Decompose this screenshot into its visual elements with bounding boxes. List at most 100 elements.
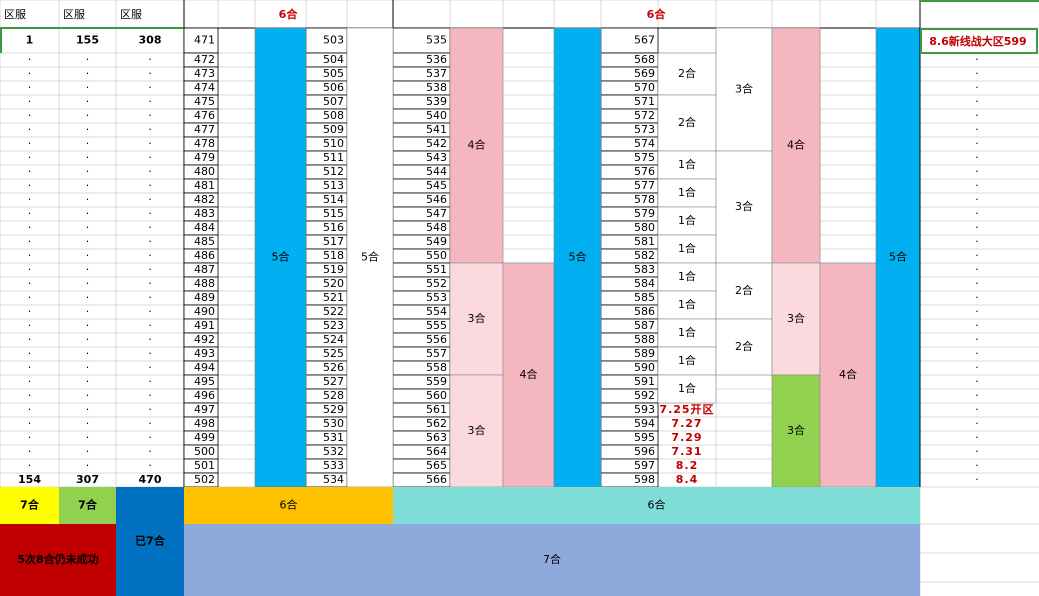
first-row-cell: 1 — [26, 34, 34, 47]
dot: . — [975, 316, 979, 329]
merged-cell — [771, 27, 821, 264]
dot: . — [86, 442, 90, 455]
dot: . — [28, 176, 32, 189]
number-text: 590 — [634, 361, 655, 374]
dot: . — [975, 78, 979, 91]
merged-cell — [715, 262, 773, 320]
dot: . — [86, 386, 90, 399]
number-text: 524 — [323, 333, 344, 346]
number-text: 511 — [323, 151, 344, 164]
number-text: 474 — [194, 81, 215, 94]
number-text: 582 — [634, 249, 655, 262]
number-text: 492 — [194, 333, 215, 346]
merged-cell — [502, 262, 555, 488]
bottom-label: 7合 — [78, 498, 98, 512]
number-text: 533 — [323, 459, 344, 472]
dot: . — [28, 106, 32, 119]
merged-cell — [657, 150, 717, 180]
first-row-cell: 308 — [139, 34, 162, 47]
last-row-cell: 307 — [76, 473, 99, 486]
dot: . — [86, 162, 90, 175]
number-text: 522 — [323, 305, 344, 318]
number-text: 595 — [634, 431, 655, 444]
number-text: 555 — [426, 319, 447, 332]
dot: . — [148, 386, 152, 399]
number-text: 540 — [426, 109, 447, 122]
dot: . — [975, 218, 979, 231]
dot: . — [86, 302, 90, 315]
merged-label: 5合 — [569, 250, 587, 264]
dot: . — [148, 246, 152, 259]
number-text: 513 — [323, 179, 344, 192]
dot: . — [86, 372, 90, 385]
number-text: 596 — [634, 445, 655, 458]
merged-label: 4合 — [787, 138, 805, 152]
number-text: 520 — [323, 277, 344, 290]
merged-label: 2合 — [735, 339, 753, 353]
number-text: 578 — [634, 193, 655, 206]
number-text: 521 — [323, 291, 344, 304]
merged-cell — [771, 374, 821, 488]
number-text: 505 — [323, 67, 344, 80]
number-text: 558 — [426, 361, 447, 374]
merged-label: 4合 — [520, 367, 538, 381]
number-text: 525 — [323, 347, 344, 360]
dot: . — [148, 442, 152, 455]
number-text: 586 — [634, 305, 655, 318]
number-text: 581 — [634, 235, 655, 248]
dot: . — [28, 50, 32, 63]
dot: . — [28, 120, 32, 133]
bottom-label: 6合 — [648, 498, 666, 512]
number-text: 535 — [426, 34, 447, 47]
number-text: 482 — [194, 193, 215, 206]
number-text: 528 — [323, 389, 344, 402]
dot: . — [86, 106, 90, 119]
dot: . — [148, 358, 152, 371]
merged-label: 1合 — [678, 241, 696, 255]
dot: . — [975, 50, 979, 63]
merged-cell — [771, 262, 821, 376]
number-text: 499 — [194, 431, 215, 444]
dot: . — [975, 358, 979, 371]
number-text: 517 — [323, 235, 344, 248]
number-text: 588 — [634, 333, 655, 346]
merged-label: 1合 — [678, 353, 696, 367]
dot: . — [86, 176, 90, 189]
number-text: 548 — [426, 221, 447, 234]
dot: . — [975, 330, 979, 343]
number-text: 557 — [426, 347, 447, 360]
number-text: 559 — [426, 375, 447, 388]
dot: . — [28, 64, 32, 77]
dot: . — [148, 204, 152, 217]
number-text: 483 — [194, 207, 215, 220]
number-text: 530 — [323, 417, 344, 430]
number-text: 477 — [194, 123, 215, 136]
dot: . — [148, 400, 152, 413]
number-text: 568 — [634, 53, 655, 66]
dot: . — [975, 120, 979, 133]
number-text: 518 — [323, 249, 344, 262]
dot: . — [975, 344, 979, 357]
merged-label: 3合 — [735, 82, 753, 96]
number-text: 573 — [634, 123, 655, 136]
dot: . — [975, 372, 979, 385]
merged-label: 1合 — [678, 157, 696, 171]
date-label: 7.29 — [671, 431, 702, 444]
number-text: 567 — [634, 34, 655, 47]
number-text: 589 — [634, 347, 655, 360]
number-text: 529 — [323, 403, 344, 416]
dot: . — [148, 330, 152, 343]
dot: . — [28, 344, 32, 357]
dot: . — [86, 246, 90, 259]
dot: . — [86, 414, 90, 427]
bottom-label: 7合 — [20, 498, 40, 512]
dot: . — [28, 274, 32, 287]
number-text: 503 — [323, 34, 344, 47]
merged-label: 1合 — [678, 185, 696, 199]
number-text: 526 — [323, 361, 344, 374]
dot: . — [86, 50, 90, 63]
number-text: 562 — [426, 417, 447, 430]
dot: . — [28, 302, 32, 315]
date-label: 7.27 — [671, 417, 702, 430]
